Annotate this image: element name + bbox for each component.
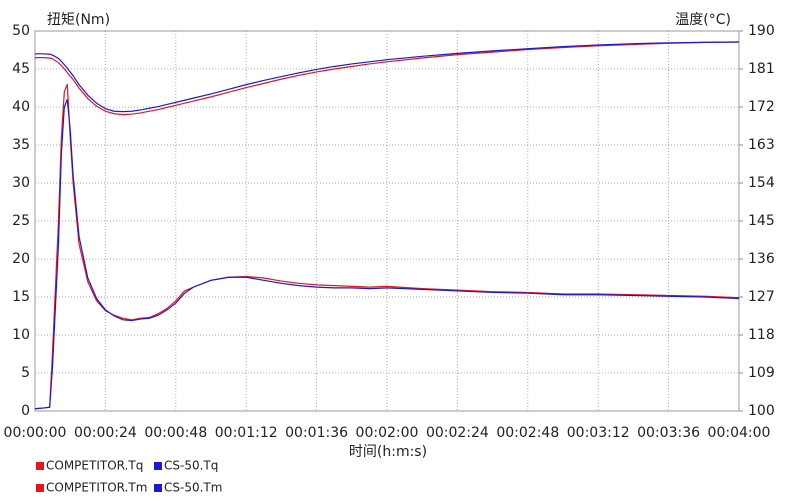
legend-label: CS-50.Tm <box>164 481 222 495</box>
y2-tick-label: 181 <box>748 61 775 77</box>
x-axis-title: 时间(h:m:s) <box>349 444 427 460</box>
series-line <box>35 41 740 116</box>
legend-swatch <box>36 462 44 470</box>
x-tick-label: 00:01:36 <box>285 425 348 441</box>
y2-tick-label: 154 <box>748 175 775 191</box>
y-tick-label: 40 <box>12 99 30 115</box>
legend: COMPETITOR.Tq CS-50.Tq COMPETITOR.Tm CS-50.… <box>36 459 222 495</box>
y-axis-title: 扭矩(Nm) <box>47 12 110 28</box>
series-line <box>35 41 740 113</box>
y2-tick-label: 127 <box>748 289 775 305</box>
legend-swatch <box>154 484 162 492</box>
y-tick-label: 15 <box>12 289 30 305</box>
y2-tick-label: 136 <box>748 251 775 267</box>
y-tick-label: 45 <box>12 61 30 77</box>
y-tick-label: 20 <box>12 251 30 267</box>
legend-label: CS-50.Tq <box>164 459 218 473</box>
y2-tick-label: 172 <box>748 99 775 115</box>
x-tick-label: 00:03:12 <box>567 425 630 441</box>
legend-swatch <box>154 462 162 470</box>
x-tick-label: 00:00:00 <box>4 425 67 441</box>
series-line <box>34 83 740 410</box>
y2-tick-label: 190 <box>748 23 775 39</box>
y2-tick-label: 100 <box>748 403 775 419</box>
series-line <box>34 99 740 410</box>
y-tick-label: 5 <box>21 365 30 381</box>
y-tick-label: 10 <box>12 327 30 343</box>
y2-tick-label: 145 <box>748 213 775 229</box>
y-tick-label: 0 <box>21 403 30 419</box>
x-tick-label: 00:02:24 <box>426 425 489 441</box>
legend-label: COMPETITOR.Tq <box>46 459 143 473</box>
x-tick-label: 00:04:00 <box>708 425 771 441</box>
y-tick-label: 50 <box>12 23 30 39</box>
x-tick-label: 00:00:24 <box>74 425 137 441</box>
y-tick-label: 25 <box>12 213 30 229</box>
x-tick-label: 00:02:48 <box>496 425 559 441</box>
x-tick-label: 00:00:48 <box>144 425 207 441</box>
y-tick-label: 35 <box>12 137 30 153</box>
y2-tick-label: 109 <box>748 365 775 381</box>
x-tick-label: 00:03:36 <box>637 425 700 441</box>
x-tick-label: 00:02:00 <box>356 425 419 441</box>
legend-label: COMPETITOR.Tm <box>46 481 147 495</box>
y2-tick-label: 163 <box>748 137 775 153</box>
y2-tick-label: 118 <box>748 327 775 343</box>
legend-swatch <box>36 484 44 492</box>
y2-axis-title: 温度(°C) <box>675 12 731 28</box>
y-tick-label: 30 <box>12 175 30 191</box>
x-tick-label: 00:01:12 <box>215 425 278 441</box>
plot-frame <box>34 30 740 412</box>
